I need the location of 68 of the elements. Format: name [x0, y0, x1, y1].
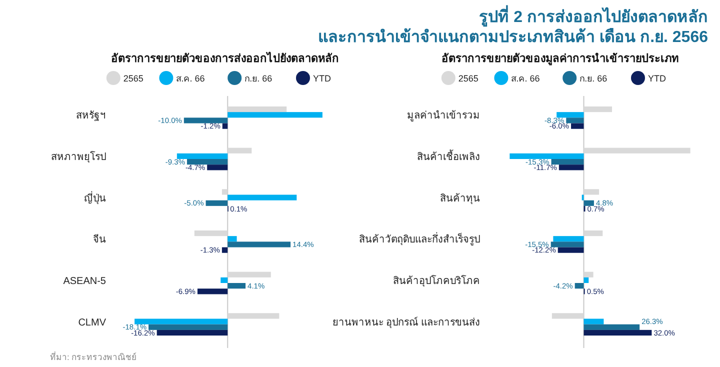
y-tick-label: ญี่ปุ่น — [84, 190, 106, 204]
bar — [176, 153, 228, 159]
y-tick-label: สินค้าอุปโภคบริโภค — [393, 274, 480, 287]
chart-subtitle: อัตราการขยายตัวของมูลค่าการนำเข้ารายประเภท — [442, 52, 678, 66]
bar — [228, 242, 291, 248]
bar — [228, 148, 252, 154]
bar — [584, 189, 600, 195]
bar — [228, 194, 297, 200]
bar — [228, 283, 246, 289]
bar — [558, 247, 584, 253]
bar — [134, 318, 228, 324]
bar — [584, 106, 612, 112]
bar — [228, 236, 237, 242]
bar — [510, 153, 584, 159]
bar — [222, 123, 228, 129]
bar — [207, 164, 228, 170]
bar — [186, 159, 228, 165]
y-tick-label: มูลค่านำเข้ารวม — [407, 110, 480, 122]
legend-label: 2565 — [123, 74, 144, 84]
legend-label: ส.ค. 66 — [176, 74, 205, 84]
bar — [194, 230, 228, 236]
legend-label: ก.ย. 66 — [580, 74, 608, 84]
legend-label: 2565 — [458, 74, 478, 84]
legend-label: YTD — [313, 74, 332, 84]
bar — [228, 272, 271, 278]
bar — [574, 283, 584, 289]
bar — [584, 200, 594, 206]
bar — [156, 330, 228, 336]
bar — [571, 123, 584, 129]
chart-title: รูปที่ 2 การส่งออกไปยังตลาดหลัก และการนำเข้าจำแนกตามประเภทสินค้า เดือน ก.ย. 2566 — [318, 5, 708, 46]
bar — [222, 189, 228, 195]
bar — [584, 330, 652, 336]
y-tick-label: สินค้าทุน — [440, 192, 480, 204]
bar — [551, 159, 584, 165]
bar — [553, 236, 584, 242]
bar — [228, 112, 322, 118]
bar — [206, 200, 228, 206]
y-tick-label: สินค้าวัตถุดิบและกึ่งสำเร็จรูป — [359, 232, 480, 246]
bar — [228, 106, 287, 112]
text: ที่มา: กระทรวงพาณิชย์ — [50, 351, 137, 362]
y-tick-label: สหรัฐฯ — [76, 110, 106, 122]
bar — [584, 272, 594, 278]
bar — [584, 148, 690, 154]
bar — [550, 242, 584, 248]
chart-subtitle: อัตราการขยายตัวของการส่งออกไปยังตลาดหลัก — [111, 51, 339, 65]
bar — [222, 247, 228, 253]
y-tick-label: ยานพาหนะ อุปกรณ์ และการขนส่ง — [332, 316, 480, 328]
y-tick-label: สหภาพยุโรป — [51, 150, 106, 163]
bar — [556, 112, 584, 118]
bar — [584, 324, 640, 330]
bar — [552, 313, 584, 319]
bar — [184, 118, 228, 124]
bar — [220, 277, 228, 283]
bar — [584, 318, 604, 324]
y-tick-label: CLMV — [78, 317, 106, 328]
y-tick-label: สินค้าเชื้อเพลิง — [417, 149, 480, 163]
bar — [228, 313, 280, 319]
y-tick-label: จีน — [93, 234, 106, 246]
legend-label: YTD — [648, 74, 666, 84]
legend-label: ก.ย. 66 — [244, 74, 272, 84]
bar — [584, 230, 603, 236]
y-tick-label: ASEAN-5 — [63, 276, 106, 287]
bar — [558, 164, 584, 170]
bar — [584, 277, 589, 283]
bar — [197, 288, 228, 294]
bar — [566, 118, 584, 124]
bar — [148, 324, 228, 330]
legend-label: ส.ค. 66 — [511, 74, 540, 84]
